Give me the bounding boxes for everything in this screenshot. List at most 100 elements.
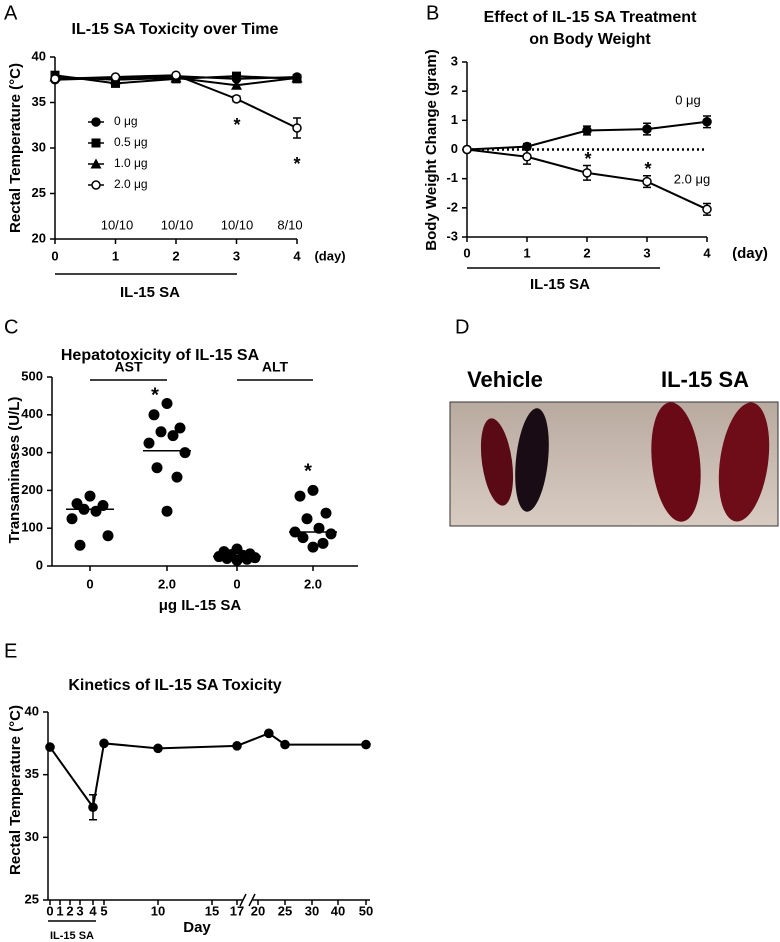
x-tick-label: 1 [523, 245, 530, 260]
x-tick-label: 0 [86, 576, 93, 591]
legend-marker [90, 158, 102, 169]
x-tick-label: 2 [583, 245, 590, 260]
annotation: 10/10 [101, 217, 134, 232]
point [297, 532, 309, 544]
x-tick-label: 2.0 [304, 576, 322, 591]
y-tick-label: 2 [451, 83, 458, 98]
y-tick-label: 400 [21, 406, 43, 421]
photo [449, 401, 779, 527]
annotation: (day) [314, 248, 345, 263]
x-tick-label: 1 [112, 248, 119, 263]
x-tick-label: 30 [305, 903, 319, 918]
marker [231, 79, 242, 90]
y-tick-label: 300 [21, 444, 43, 459]
y-tick-label: -1 [446, 170, 458, 185]
annotation: * [644, 159, 651, 179]
y-tick-label: 3 [451, 53, 458, 68]
x-tick-label: 15 [205, 903, 219, 918]
x-tick-label: 0 [51, 248, 58, 263]
legend-label: 0 μg [114, 114, 138, 128]
point [317, 537, 329, 549]
marker [280, 739, 290, 750]
annotation: * [151, 384, 159, 406]
annotation: * [233, 115, 240, 135]
y-tick-label: 30 [32, 139, 46, 154]
marker [50, 74, 60, 84]
y-tick-label: 30 [25, 829, 39, 844]
marker [88, 802, 98, 813]
y-tick-label: 100 [21, 520, 43, 535]
x-tick-label: 4 [89, 903, 97, 918]
point [174, 422, 186, 434]
legend-label: 0.5 μg [114, 135, 148, 149]
axis-break [239, 893, 247, 907]
y-tick-label: 0 [36, 557, 43, 572]
x-axis-label: Day [183, 919, 211, 936]
y-axis-label: Rectal Temperature (°C) [7, 63, 24, 233]
x-tick-label: 17 [230, 903, 244, 918]
y-tick-label: 0 [451, 141, 458, 156]
organ [651, 402, 701, 522]
point [161, 397, 173, 409]
marker [582, 125, 592, 136]
y-tick-label: 35 [25, 766, 39, 781]
x-tick-label: 3 [643, 245, 650, 260]
point [307, 484, 319, 496]
x-tick-label: 4 [293, 248, 301, 263]
annotation: IL-15 SA [120, 284, 180, 301]
legend-label: 1.0 μg [114, 156, 148, 170]
marker [702, 116, 712, 127]
point [148, 409, 160, 421]
annotation: IL-15 SA [50, 930, 94, 942]
point [179, 447, 191, 459]
x-axis-label: μg IL-15 SA [159, 597, 242, 614]
organ [718, 402, 770, 522]
legend-marker [91, 138, 101, 148]
marker [99, 738, 109, 749]
y-tick-label: 25 [25, 891, 39, 906]
x-tick-label: 3 [76, 903, 83, 918]
panel-letter: B [426, 2, 439, 24]
x-tick-label: 0 [46, 903, 53, 918]
point [151, 462, 163, 474]
organ [515, 408, 549, 512]
series-label: 2.0 μg [674, 171, 710, 186]
annotation: (day) [732, 245, 768, 262]
marker [153, 743, 163, 754]
photo-label: Vehicle [467, 367, 543, 392]
marker [110, 72, 121, 82]
chart-title: Kinetics of IL-15 SA Toxicity [68, 677, 281, 694]
y-tick-label: 25 [32, 185, 46, 200]
legend-marker [91, 117, 101, 127]
group-label: AST [115, 359, 143, 375]
series-label: 0 μg [675, 92, 701, 107]
y-tick-label: 200 [21, 482, 43, 497]
x-tick-label: 2.0 [158, 576, 176, 591]
point [161, 505, 173, 517]
point [301, 513, 313, 525]
point [325, 528, 337, 540]
x-tick-label: 0 [463, 245, 470, 260]
marker [291, 72, 303, 83]
annotation: * [304, 460, 312, 482]
marker [232, 71, 241, 81]
chart-title: on Body Weight [529, 31, 651, 48]
marker [232, 741, 242, 751]
photo-label: IL-15 SA [661, 367, 749, 392]
marker [264, 728, 274, 739]
x-tick-label: 1 [56, 903, 63, 918]
annotation: 10/10 [161, 217, 194, 232]
point [74, 539, 86, 551]
marker [642, 176, 652, 187]
series-line [49, 732, 366, 810]
y-axis-label: Transaminases (U/L) [6, 397, 23, 544]
point [66, 513, 78, 525]
panel-letter: D [455, 316, 469, 338]
point [155, 426, 167, 438]
panel-letter: C [4, 316, 18, 338]
y-tick-label: 40 [25, 703, 39, 718]
marker [231, 94, 242, 104]
chart-title: Hepatotoxicity of IL-15 SA [61, 347, 260, 364]
annotation: * [584, 149, 591, 169]
